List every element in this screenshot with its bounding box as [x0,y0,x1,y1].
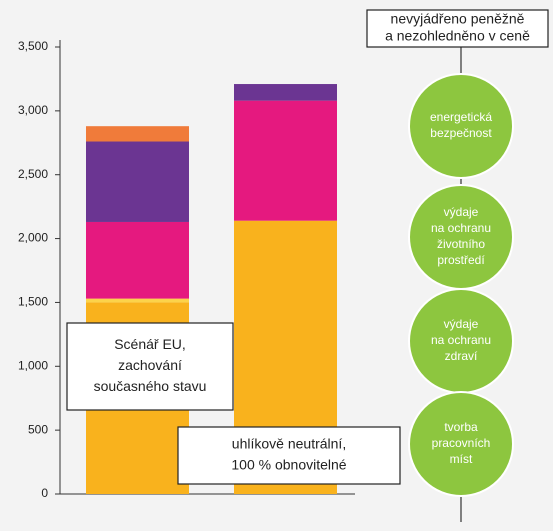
node-label: tvorba [444,420,478,434]
annotation-text: 100 % obnovitelné [231,457,346,473]
y-tick-label: 1,000 [18,358,48,372]
y-tick-label: 2,500 [18,167,48,181]
node-label: zdraví [445,349,478,363]
y-tick-label: 1,500 [18,295,48,309]
node-label: energetická [430,110,492,124]
bar-segment [86,298,189,303]
y-tick-label: 2,000 [18,231,48,245]
node-label: výdaje [444,317,479,331]
annotation-box [366,9,549,48]
bar-segment [86,221,189,299]
node-label: míst [450,452,473,466]
annotation-text: a nezohledněno v ceně [385,28,530,44]
annotation-text: Scénář EU, [114,336,186,352]
annotation-text: uhlíkově neutrální, [232,436,346,452]
node-label: výdaje [444,205,479,219]
bar-segment [234,100,337,221]
annotation-text: současného stavu [94,378,207,394]
y-tick-label: 3,000 [18,103,48,117]
node-label: životního [437,237,485,251]
y-tick-label: 3,500 [18,39,48,53]
node-circle [408,391,514,497]
annotation-text: nevyjádřeno peněžně [391,11,525,27]
annotation-box [177,426,401,485]
y-tick-label: 0 [41,486,48,500]
node-circle [408,73,514,179]
node-label: prostředí [437,253,485,267]
node-label: bezpečnost [430,126,492,140]
bar-segment [86,126,189,142]
node-label: pracovních [432,436,491,450]
annotation-box [66,322,234,411]
y-tick-label: 500 [28,422,48,436]
annotation-text: zachování [118,357,182,373]
node-label: na ochranu [431,221,491,235]
bar-segment [234,84,337,101]
node-label: na ochranu [431,333,491,347]
bar-segment [86,141,189,222]
